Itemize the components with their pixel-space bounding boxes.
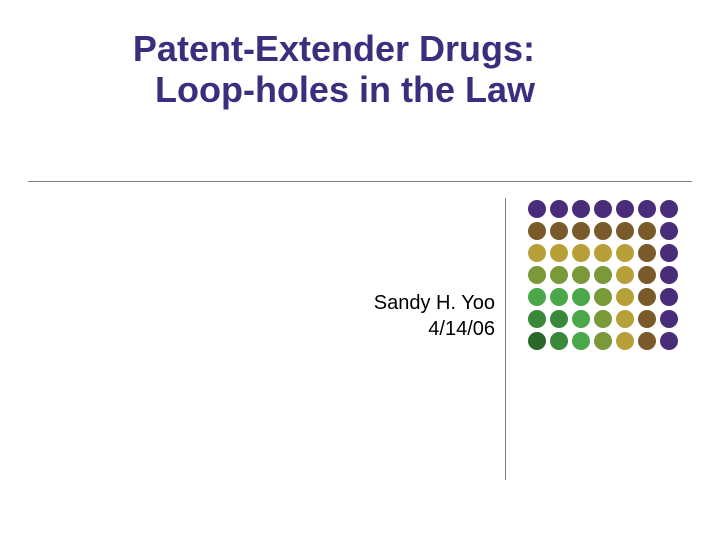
decoration-dot [616,310,634,328]
decoration-dot [528,288,546,306]
decoration-dot [572,200,590,218]
decoration-dot [528,266,546,284]
decoration-dot [616,266,634,284]
decoration-dot [616,200,634,218]
author-name: Sandy H. Yoo [374,290,495,316]
vertical-divider [505,198,506,480]
decoration-dot [594,244,612,262]
decoration-dot [594,332,612,350]
decoration-dot [550,244,568,262]
decoration-dot [660,310,678,328]
decoration-dot [660,266,678,284]
decoration-dot [594,266,612,284]
decoration-dot [638,332,656,350]
byline-block: Sandy H. Yoo 4/14/06 [374,290,495,342]
decoration-dot [660,222,678,240]
decoration-dot [660,200,678,218]
decoration-dot [638,266,656,284]
decoration-dot [550,288,568,306]
decoration-dot [572,310,590,328]
decoration-dot [572,244,590,262]
decoration-dot [572,332,590,350]
decoration-dot [572,288,590,306]
decoration-dot [550,266,568,284]
decoration-dot [616,332,634,350]
decoration-dot [594,200,612,218]
decoration-dot [616,244,634,262]
decoration-dot [638,222,656,240]
decoration-dot [528,200,546,218]
slide-title: Patent-Extender Drugs: Loop-holes in the… [65,28,535,111]
decoration-dot [638,200,656,218]
decoration-dot [550,200,568,218]
decoration-dot [550,332,568,350]
decoration-dot [638,310,656,328]
decoration-dot [638,288,656,306]
slide-date: 4/14/06 [374,316,495,342]
decoration-dot [616,222,634,240]
decoration-dot [660,332,678,350]
decoration-dot [528,222,546,240]
decoration-dot [594,288,612,306]
decoration-dot [638,244,656,262]
decoration-dot [594,222,612,240]
decoration-dot [660,244,678,262]
decoration-dot [572,222,590,240]
horizontal-divider [28,181,692,182]
decoration-dot [616,288,634,306]
dot-grid-decoration [528,200,678,350]
decoration-dot [528,332,546,350]
decoration-dot [528,310,546,328]
decoration-dot [550,222,568,240]
decoration-dot [572,266,590,284]
decoration-dot [550,310,568,328]
decoration-dot [594,310,612,328]
decoration-dot [528,244,546,262]
decoration-dot [660,288,678,306]
